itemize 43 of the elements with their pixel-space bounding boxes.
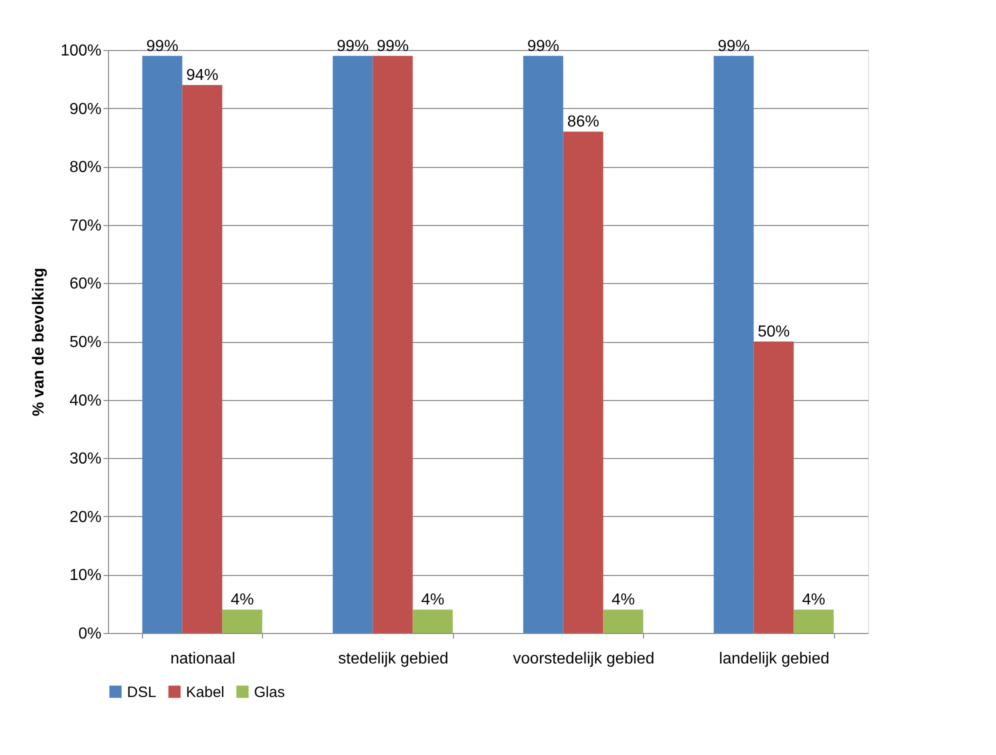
bar — [523, 56, 564, 633]
bar — [563, 132, 604, 633]
data-label: 99% — [718, 38, 750, 55]
y-tick-label: 0% — [78, 626, 102, 642]
bar — [714, 56, 754, 633]
bar — [754, 342, 794, 633]
y-tick-label: 60% — [69, 276, 102, 293]
bar — [182, 84, 222, 633]
y-axis-title: % van de bevolking — [30, 268, 48, 416]
data-label: 4% — [612, 592, 635, 609]
data-label: 4% — [802, 592, 826, 609]
bar — [372, 56, 413, 633]
y-tick-label: 50% — [69, 334, 102, 351]
data-label: 99% — [336, 38, 369, 55]
bar — [603, 610, 644, 633]
y-tick-label: 100% — [60, 42, 102, 60]
y-tick-label: 80% — [69, 159, 102, 176]
y-tick-label: 40% — [69, 392, 102, 410]
data-label: 99% — [527, 38, 560, 55]
x-tick-label: landelijk gebied — [719, 650, 830, 668]
bar — [222, 610, 262, 633]
bar — [412, 610, 453, 633]
data-label: 50% — [758, 324, 790, 340]
data-label: 94% — [186, 66, 218, 84]
y-tick-label: 20% — [69, 508, 102, 526]
legend-label: Glas — [254, 684, 285, 701]
x-tick-label: voorstedelijk gebied — [513, 650, 654, 668]
x-tick-label: stedelijk gebied — [338, 650, 448, 668]
legend-label: Kabel — [186, 684, 224, 701]
x-tick-label: nationaal — [170, 650, 236, 668]
data-label: 86% — [567, 114, 600, 131]
data-label: 4% — [421, 592, 444, 609]
y-tick-label: 30% — [69, 450, 102, 468]
y-tick-label: 10% — [69, 567, 102, 584]
bar — [332, 56, 373, 633]
data-label: 99% — [376, 38, 409, 55]
legend-label: DSL — [127, 684, 156, 701]
data-label: 99% — [146, 38, 178, 55]
data-label: 4% — [230, 592, 254, 609]
y-tick-label: 90% — [69, 100, 102, 118]
y-tick-label: 70% — [69, 217, 102, 234]
bar — [142, 56, 182, 633]
bar — [794, 610, 834, 633]
